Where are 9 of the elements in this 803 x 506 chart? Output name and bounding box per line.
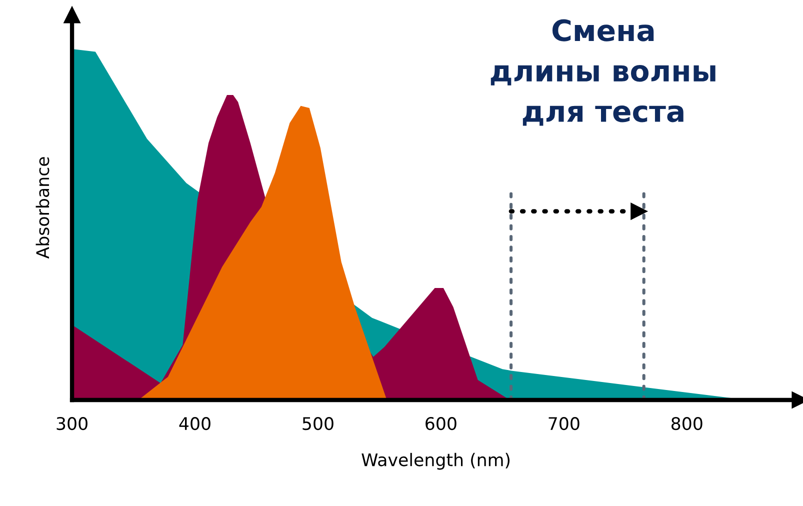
y-axis-title: Absorbance: [36, 157, 50, 259]
x-axis-title: Wavelength (nm): [362, 452, 510, 470]
x-tick-label: 300: [56, 416, 88, 430]
x-tick-label: 400: [179, 416, 210, 430]
x-tick-label: 600: [426, 416, 456, 430]
x-tick-label: 500: [302, 416, 334, 430]
x-tick-label: 700: [548, 416, 580, 430]
x-tick-label: 800: [672, 416, 702, 430]
chart-title: Смена длины волны для теста: [490, 19, 716, 126]
